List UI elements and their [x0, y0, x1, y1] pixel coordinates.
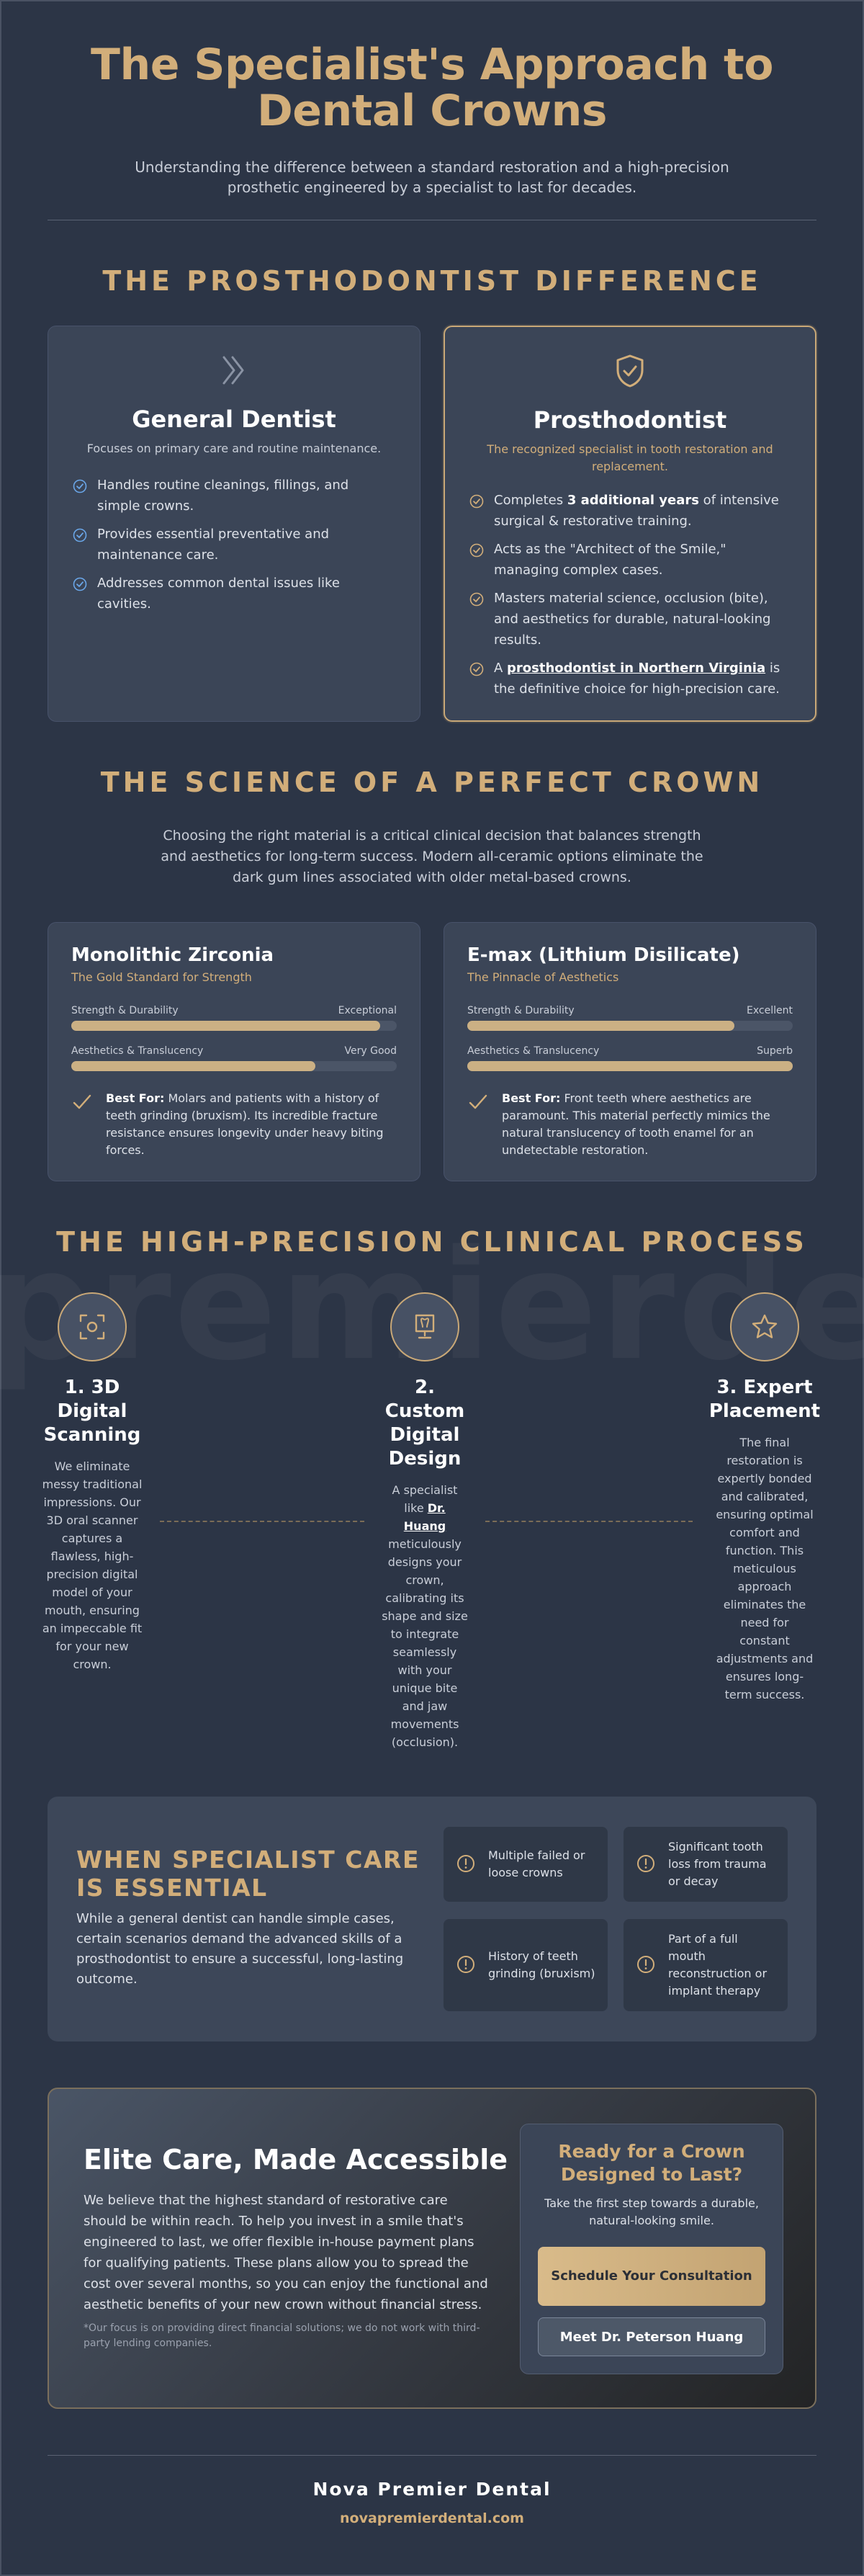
best-for: Best For: Molars and patients with a his…: [71, 1090, 397, 1159]
check-circle-icon: [469, 494, 484, 509]
card-subtitle: The recognized specialist in tooth resto…: [487, 442, 773, 473]
prosthodontist-card: Prosthodontist The recognized specialist…: [444, 326, 816, 722]
check-circle-icon: [73, 479, 87, 493]
metric-aesthetics: Aesthetics & Translucency Very Good: [71, 1045, 397, 1071]
card-subtitle: Focuses on primary care and routine main…: [86, 442, 382, 455]
general-points: Handles routine cleanings, fillings, and…: [73, 475, 395, 622]
scenario-tile: Part of a full mouth reconstruction or i…: [624, 1919, 788, 2011]
best-for: Best For: Front teeth where aesthetics a…: [467, 1090, 793, 1159]
cta-heading: Ready for a Crown Designed to Last?: [558, 2141, 745, 2185]
list-item: Acts as the "Architect of the Smile," ma…: [469, 539, 791, 581]
list-item: Addresses common dental issues like cavi…: [73, 573, 395, 614]
step-text: We eliminate messy traditional impressio…: [42, 1459, 143, 1671]
alert-circle-icon: [457, 1855, 474, 1872]
metric-fill: [71, 1061, 315, 1071]
metric-aesthetics: Aesthetics & Translucency Superb: [467, 1045, 793, 1071]
chevrons-right-icon: [222, 356, 244, 385]
metric-fill: [467, 1061, 793, 1071]
step-title: 2. Custom Digital Design: [384, 1377, 465, 1470]
schedule-consultation-button[interactable]: Schedule Your Consultation: [538, 2247, 765, 2306]
essential-text: While a general dentist can handle simpl…: [76, 1911, 404, 1987]
check-icon: [73, 1094, 91, 1109]
check-circle-icon: [469, 543, 484, 558]
cta-subtitle: Take the first step towards a durable, n…: [544, 2196, 759, 2227]
elite-footnote: *Our focus is on providing direct financ…: [84, 2322, 480, 2349]
science-intro: Choosing the right material is a critica…: [161, 828, 703, 885]
essential-section: WHEN SPECIALIST CARE IS ESSENTIAL While …: [48, 1797, 816, 2041]
step-icon-circle: [390, 1292, 459, 1361]
general-dentist-card: General Dentist Focuses on primary care …: [48, 326, 420, 722]
card-title: General Dentist: [132, 406, 336, 433]
scenario-tile: Multiple failed or loose crowns: [444, 1827, 608, 1902]
material-name: Monolithic Zirconia: [71, 944, 274, 966]
metric-track: [71, 1061, 397, 1071]
elite-care-section: Elite Care, Made Accessible We believe t…: [48, 2088, 816, 2409]
scenario-tile: History of teeth grinding (bruxism): [444, 1919, 608, 2011]
metric-track: [71, 1021, 397, 1031]
step-icon-circle: [730, 1292, 799, 1361]
metric-fill: [71, 1021, 381, 1031]
step-title: 3. Expert Placement: [708, 1377, 821, 1422]
material-card-zirconia: Monolithic Zirconia The Gold Standard fo…: [48, 922, 420, 1181]
list-item: Completes 3 additional years of intensiv…: [469, 490, 791, 532]
alert-circle-icon: [637, 1956, 654, 1973]
cta-box: Ready for a Crown Designed to Last? Take…: [520, 2124, 783, 2374]
metric-strength: Strength & Durability Exceptional: [71, 1005, 397, 1031]
step-icon-circle: [58, 1292, 127, 1361]
check-circle-icon: [73, 528, 87, 542]
scenario-tile: Significant tooth loss from trauma or de…: [624, 1827, 788, 1902]
section-title-science: THE SCIENCE OF A PERFECT CROWN: [100, 766, 764, 798]
hero: The Specialist's Approach to Dental Crow…: [48, 42, 816, 197]
star-icon: [752, 1314, 778, 1338]
process-step-design: 2. Custom Digital Design A specialist li…: [382, 1292, 468, 1751]
shield-check-icon: [616, 354, 644, 388]
check-circle-icon: [469, 662, 484, 676]
metric-track: [467, 1061, 793, 1071]
page-subtitle: Understanding the difference between a s…: [135, 158, 729, 196]
divider: [48, 2455, 816, 2456]
list-item: A prosthodontist in Northern Virginia is…: [469, 658, 791, 699]
check-icon: [469, 1094, 487, 1109]
check-circle-icon: [73, 577, 87, 591]
design-monitor-icon: [415, 1314, 435, 1339]
metric-track: [467, 1021, 793, 1031]
section-title-difference: THE PROSTHODONTIST DIFFERENCE: [102, 265, 762, 297]
material-tagline: The Gold Standard for Strength: [71, 970, 252, 984]
process-step-scanning: 1. 3D Digital Scanning We eliminate mess…: [42, 1292, 143, 1673]
elite-heading: Elite Care, Made Accessible: [84, 2144, 508, 2175]
meet-doctor-button[interactable]: Meet Dr. Peterson Huang: [538, 2317, 765, 2356]
metric-strength: Strength & Durability Excellent: [467, 1005, 793, 1031]
step-text: The final restoration is expertly bonded…: [716, 1436, 814, 1701]
page-title: The Specialist's Approach to Dental Crow…: [91, 40, 773, 136]
check-circle-icon: [469, 592, 484, 607]
step-text: A specialist like Dr. Huang meticulously…: [382, 1483, 468, 1749]
metric-fill: [467, 1021, 734, 1031]
process-connector: [485, 1521, 693, 1522]
prosthodontist-points: Completes 3 additional years of intensiv…: [469, 490, 791, 707]
list-item: Masters material science, occlusion (bit…: [469, 588, 791, 650]
dr-huang-link[interactable]: Dr. Huang: [403, 1501, 446, 1533]
list-item: Provides essential preventative and main…: [73, 524, 395, 565]
card-title: Prosthodontist: [533, 406, 727, 434]
section-title-process: THE HIGH-PRECISION CLINICAL PROCESS: [56, 1226, 808, 1258]
footer-brand: Nova Premier Dental: [312, 2479, 552, 2500]
material-name: E-max (Lithium Disilicate): [467, 944, 740, 966]
alert-circle-icon: [637, 1855, 654, 1872]
process-connector: [160, 1521, 364, 1522]
essential-heading: WHEN SPECIALIST CARE IS ESSENTIAL: [76, 1846, 420, 1902]
alert-circle-icon: [457, 1956, 474, 1973]
step-title: 1. 3D Digital Scanning: [43, 1377, 141, 1446]
elite-text: We believe that the highest standard of …: [84, 2193, 488, 2312]
prosthodontist-nova-link[interactable]: prosthodontist in Northern Virginia: [507, 661, 766, 676]
list-item: Handles routine cleanings, fillings, and…: [73, 475, 395, 516]
scan-icon: [79, 1314, 105, 1340]
process-step-placement: 3. Expert Placement The final restoratio…: [707, 1292, 822, 1704]
footer-website-link[interactable]: novapremierdental.com: [340, 2510, 524, 2526]
material-card-emax: E-max (Lithium Disilicate) The Pinnacle …: [444, 922, 816, 1181]
material-tagline: The Pinnacle of Aesthetics: [467, 970, 619, 984]
